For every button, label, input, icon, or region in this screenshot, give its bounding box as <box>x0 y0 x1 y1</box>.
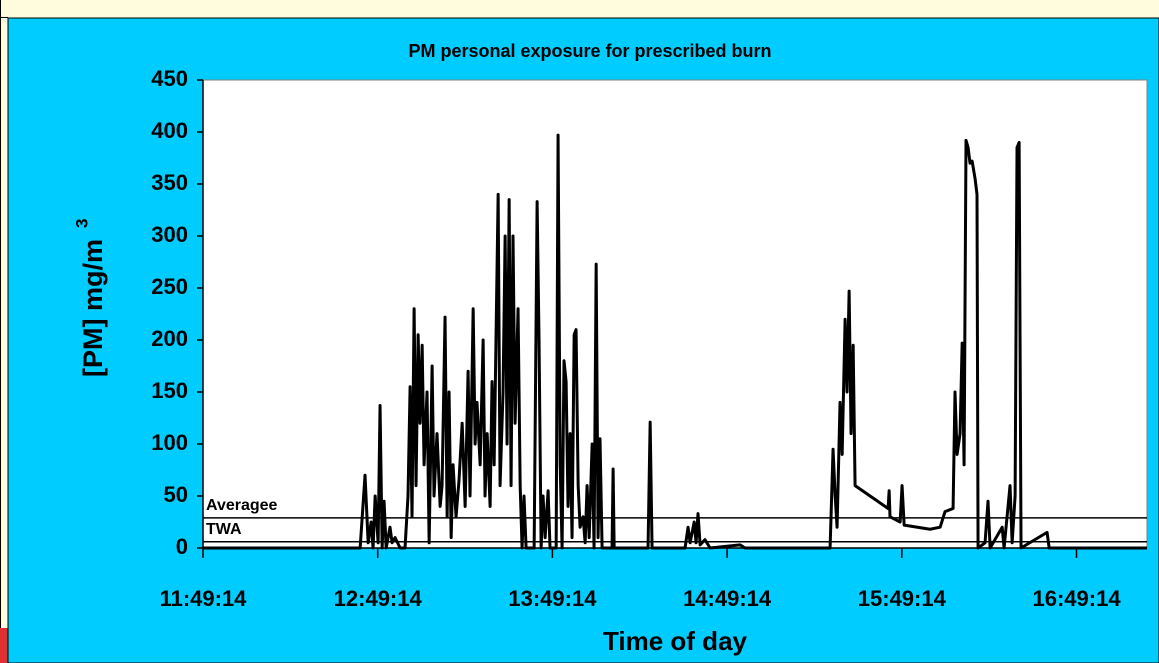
y-tick-label: 400 <box>151 118 188 143</box>
y-tick-label: 150 <box>151 378 188 403</box>
y-axis-title-text: [PM] mg/m <box>78 239 108 377</box>
slide-decoration <box>0 628 8 663</box>
x-tick-label: 13:49:14 <box>508 586 597 611</box>
x-tick-label: 11:49:14 <box>160 586 248 611</box>
y-tick-label: 50 <box>164 482 188 507</box>
x-tick-label: 15:49:14 <box>858 586 947 611</box>
plot-area <box>202 79 1148 549</box>
y-tick-label: 0 <box>176 534 188 559</box>
y-axis-title: [PM] mg/m 3 <box>72 219 108 377</box>
x-tick-label: 16:49:14 <box>1032 586 1121 611</box>
reference-label: TWA <box>206 521 242 538</box>
chart-title: PM personal exposure for prescribed burn <box>408 41 771 61</box>
y-tick-label: 450 <box>151 66 188 91</box>
y-axis-title-superscript: 3 <box>72 219 91 228</box>
y-tick-label: 100 <box>151 430 188 455</box>
x-axis-title: Time of day <box>603 626 748 656</box>
reference-label: Averagee <box>206 497 278 514</box>
y-tick-label: 350 <box>151 170 188 195</box>
x-tick-label: 12:49:14 <box>334 586 423 611</box>
y-tick-label: 250 <box>151 274 188 299</box>
y-tick-label: 200 <box>151 326 188 351</box>
data-line <box>203 133 1147 550</box>
y-tick-label: 300 <box>151 222 188 247</box>
x-tick-label: 14:49:14 <box>683 586 772 611</box>
